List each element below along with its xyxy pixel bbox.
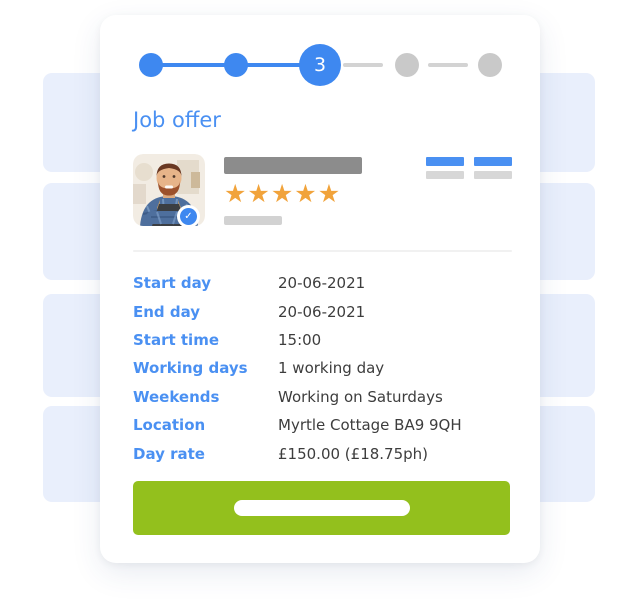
stepper-step-1[interactable]: [139, 53, 163, 77]
detail-label: Start day: [133, 274, 212, 293]
detail-label: Start time: [133, 330, 220, 349]
detail-label: End day: [133, 302, 201, 321]
detail-row-day-rate: Day rate £150.00 (£18.75ph): [133, 439, 512, 467]
rating-stars: ★★★★★: [224, 180, 362, 208]
progress-stepper: 3: [133, 44, 512, 86]
detail-label: Location: [133, 416, 206, 435]
detail-label: Working days: [133, 359, 248, 378]
detail-row-start-day: Start day 20-06-2021: [133, 269, 512, 297]
star-icon: ★: [247, 179, 271, 208]
stat-column: [426, 154, 464, 226]
star-icon: ★: [224, 179, 248, 208]
worker-avatar: ✓: [133, 154, 205, 228]
check-icon: ✓: [180, 208, 197, 225]
accept-offer-button[interactable]: [133, 480, 510, 535]
stepper-connector-upcoming: [343, 63, 383, 67]
button-label-placeholder: [233, 499, 410, 516]
profile-stats: [426, 154, 512, 226]
stat-value-placeholder: [426, 157, 464, 166]
stepper-step-2[interactable]: [224, 53, 248, 77]
detail-label: Weekends: [133, 387, 220, 406]
stepper-step-3-current[interactable]: 3: [299, 44, 341, 86]
section-divider: [133, 250, 512, 252]
star-icon: ★: [294, 179, 318, 208]
job-details-list: Start day 20-06-2021 End day 20-06-2021 …: [133, 269, 512, 468]
stepper-step-4[interactable]: [395, 53, 419, 77]
detail-row-weekends: Weekends Working on Saturdays: [133, 383, 512, 411]
detail-value: 20-06-2021: [278, 302, 366, 321]
detail-value: £150.00 (£18.75ph): [278, 444, 429, 463]
stat-value-placeholder: [474, 157, 512, 166]
stat-label-placeholder: [474, 171, 512, 179]
stat-column: [474, 154, 512, 226]
detail-row-end-day: End day 20-06-2021: [133, 297, 512, 325]
detail-value: Working on Saturdays: [278, 387, 443, 406]
job-offer-card: 3 Job offer: [100, 15, 540, 563]
detail-row-location: Location Myrtle Cottage BA9 9QH: [133, 411, 512, 439]
detail-value: Myrtle Cottage BA9 9QH: [278, 416, 462, 435]
page-title: Job offer: [133, 108, 221, 132]
detail-value: 15:00: [278, 330, 322, 349]
review-count-placeholder: [224, 216, 282, 225]
star-icon: ★: [317, 179, 342, 208]
worker-name-placeholder: [224, 157, 362, 174]
detail-value: 20-06-2021: [278, 274, 366, 293]
detail-row-start-time: Start time 15:00: [133, 326, 512, 354]
detail-row-working-days: Working days 1 working day: [133, 354, 512, 382]
verified-badge: ✓: [177, 205, 200, 228]
worker-profile-summary: ✓ ★★★★★: [133, 154, 512, 228]
star-icon: ★: [270, 179, 295, 208]
stepper-connector-upcoming: [428, 63, 468, 67]
stat-label-placeholder: [426, 171, 464, 179]
stepper-step-5[interactable]: [478, 53, 502, 77]
detail-label: Day rate: [133, 444, 205, 463]
worker-photo: [133, 154, 205, 226]
detail-value: 1 working day: [278, 359, 385, 378]
